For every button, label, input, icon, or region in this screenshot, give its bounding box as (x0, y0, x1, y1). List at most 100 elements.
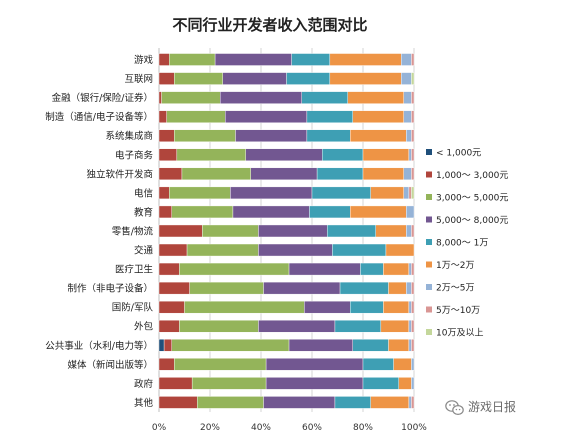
bar-segment (174, 129, 236, 142)
legend-swatch (426, 306, 432, 313)
legend-swatch (426, 194, 432, 200)
bar-segment (179, 262, 290, 276)
legend-label: 1,000～ 3,000元 (436, 171, 508, 181)
bar-segment (250, 167, 318, 181)
wechat-icon (445, 400, 464, 416)
bar-segment (158, 300, 185, 314)
bar-segment (411, 262, 415, 276)
bar-segment (380, 320, 410, 333)
bar-segment (161, 91, 221, 104)
x-tick-label: 20% (200, 423, 220, 432)
bar-segment (263, 281, 341, 295)
category-label: 其他 (134, 397, 154, 409)
bar-segment (411, 129, 415, 142)
bar-segment (219, 91, 302, 104)
bar-segment (408, 396, 412, 409)
bar-segment (406, 281, 412, 295)
bar-segment (411, 91, 415, 104)
bar-segment (179, 320, 259, 333)
bar-segment (158, 186, 170, 200)
legend-swatch (426, 329, 432, 335)
bar-segment (350, 129, 407, 142)
bar-segment (411, 53, 415, 66)
bar-segment (306, 129, 351, 142)
bar-segment (158, 281, 190, 295)
bar-segment (362, 148, 410, 161)
bar-segment (235, 129, 308, 142)
bar-segment (322, 148, 364, 161)
bar-segment (265, 377, 364, 390)
bar-segment (225, 110, 308, 123)
bar-segment (197, 396, 264, 409)
category-label: 媒体（新闻出版等） (67, 359, 153, 371)
bar-segment (350, 205, 407, 219)
x-tick-label: 100% (401, 423, 427, 432)
chart-title: 不同行业开发者收入范围对比 (172, 16, 367, 34)
bar-segment (171, 205, 234, 219)
bar-segment (158, 72, 175, 85)
bar-segment (411, 186, 415, 200)
bar-segment (411, 300, 415, 314)
legend-label: 2万～5万 (436, 284, 474, 294)
legend-swatch (426, 261, 432, 268)
bar-segment (168, 186, 231, 200)
bar-segment (309, 205, 351, 219)
legend-swatch (426, 216, 432, 223)
bar-segment (189, 281, 264, 295)
legend-label: 3,000～ 5,000元 (436, 194, 508, 204)
bar-segment (230, 186, 313, 200)
bar-segment (393, 358, 412, 371)
bar-segment (411, 281, 415, 295)
bar-segment (411, 396, 415, 409)
bar-segment (291, 53, 331, 66)
legend-label: 1万～2万 (436, 261, 474, 271)
bar-segment (286, 72, 331, 85)
bar-segment (388, 339, 410, 352)
category-label: 互联网 (124, 74, 153, 85)
legend-label: 5,000～ 8,000元 (436, 216, 508, 226)
legend-label: < 1,000元 (436, 149, 481, 159)
bar-segment (304, 300, 351, 314)
bar-segment (232, 205, 310, 219)
bar-segment (403, 186, 410, 200)
category-label: 教育 (134, 206, 153, 218)
bar-segment (339, 281, 389, 295)
category-label: 交通 (134, 245, 154, 257)
bar-segment (288, 339, 353, 352)
legend-swatch (426, 171, 432, 178)
category-label: 医疗卫生 (115, 264, 154, 276)
bar-segment (403, 167, 412, 181)
category-label: 系统集成商 (105, 130, 153, 142)
bar-segment (383, 300, 410, 314)
bar-segment (158, 396, 198, 409)
bar-segment (258, 320, 336, 333)
bar-segment (191, 377, 267, 390)
bar-segment (288, 262, 361, 276)
bar-segment (329, 53, 402, 66)
bar-segment (158, 377, 193, 390)
bar-segment (258, 224, 328, 238)
bar-segment (398, 377, 412, 390)
bar-segment (329, 72, 402, 85)
legend-label: 10万及以上 (436, 328, 483, 339)
bar-segment (403, 91, 412, 104)
x-tick-label: 40% (251, 423, 271, 432)
bar-segment (334, 396, 371, 409)
bars (158, 53, 415, 409)
bar-segment (202, 224, 259, 238)
bar-segment (174, 358, 267, 371)
bar-segment (408, 339, 412, 352)
category-label: 国防/军队 (112, 302, 154, 314)
bar-segment (158, 320, 180, 333)
category-label: 政府 (134, 378, 154, 390)
bar-segment (408, 320, 412, 333)
legend-swatch (426, 149, 432, 155)
bar-segment (158, 339, 165, 352)
bar-segment (263, 396, 336, 409)
bar-segment (411, 148, 415, 161)
category-label: 金融（银行/保险/证券） (52, 92, 153, 104)
x-tick-label: 60% (302, 423, 322, 432)
legend-label: 5万～10万 (436, 306, 480, 316)
